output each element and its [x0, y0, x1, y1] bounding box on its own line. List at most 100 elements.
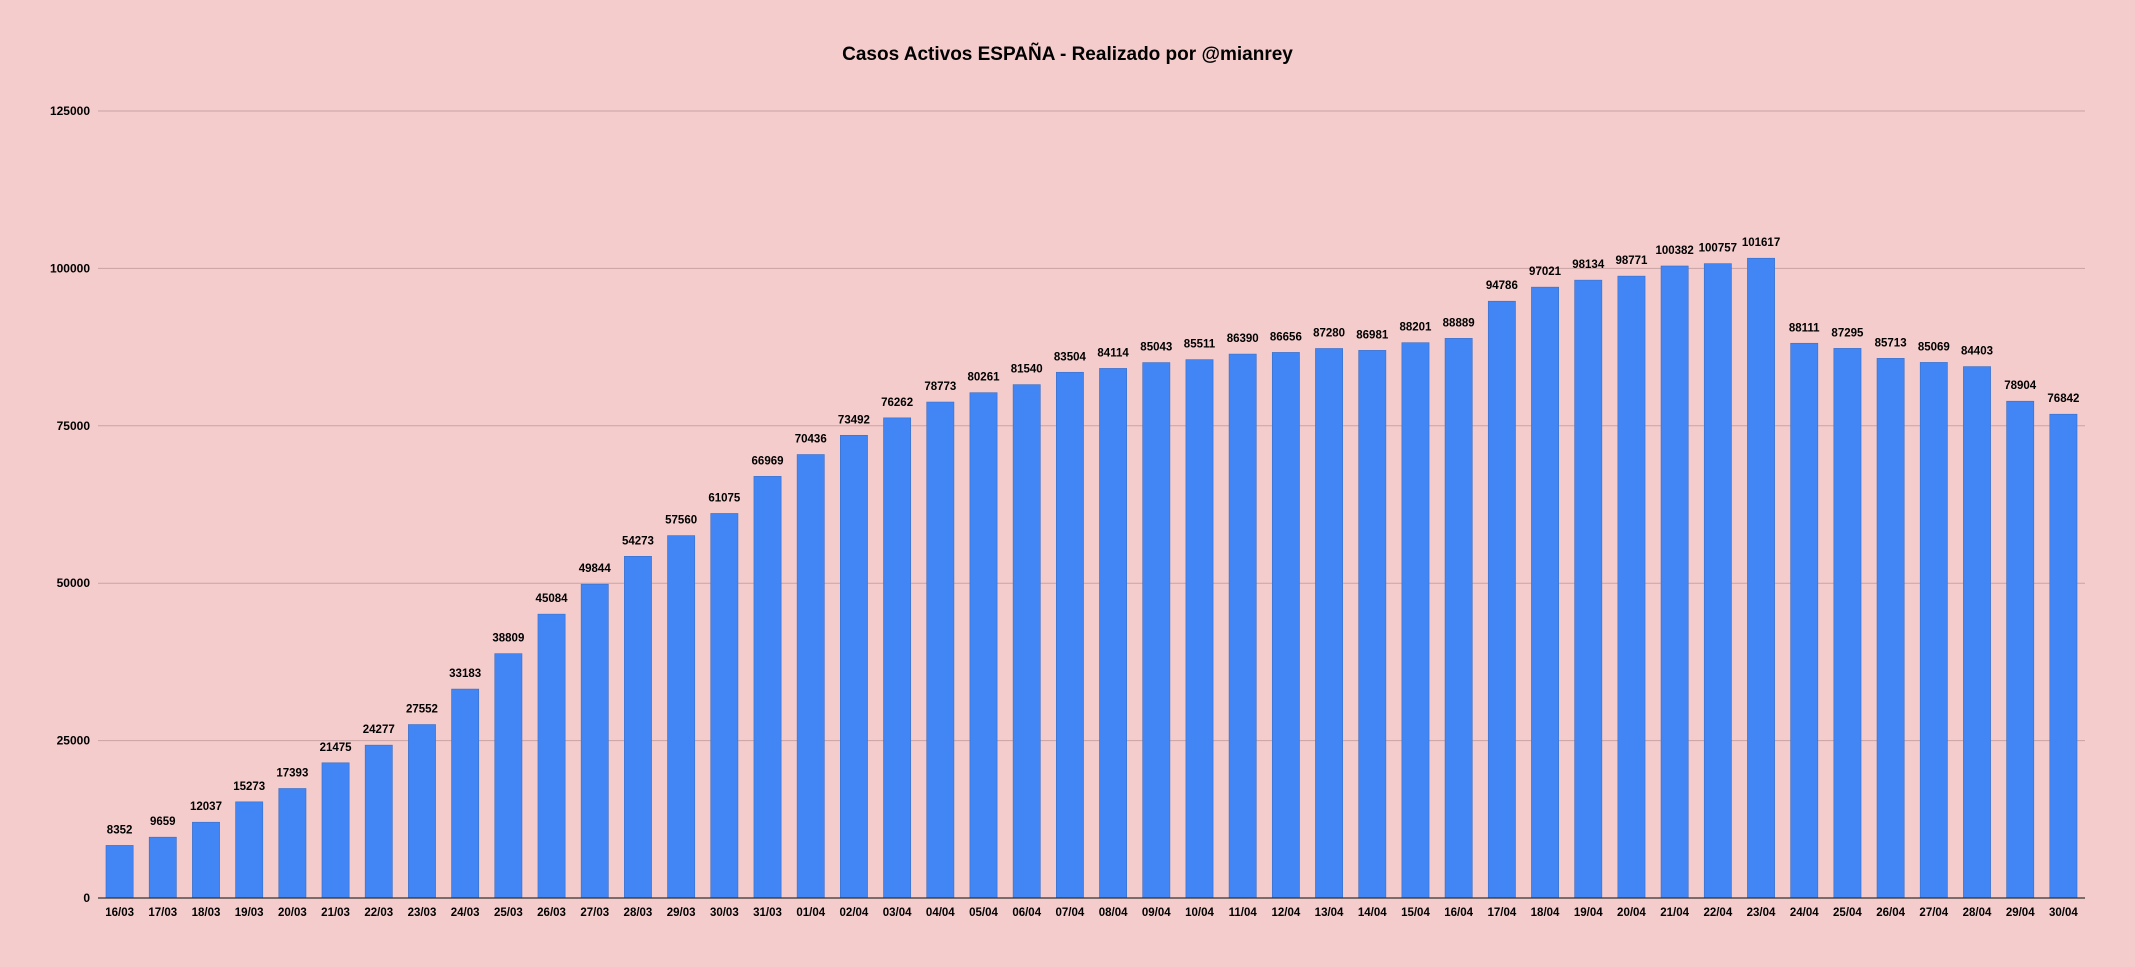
x-tick-label: 28/04: [1963, 907, 1992, 919]
x-tick-label: 21/03: [321, 907, 350, 919]
x-tick-label: 07/04: [1056, 907, 1085, 919]
bar: [537, 613, 566, 899]
bar: [1876, 358, 1905, 899]
data-label: 49844: [579, 563, 612, 575]
data-label: 76262: [881, 397, 913, 409]
bar: [105, 845, 134, 899]
data-label: 66969: [752, 455, 784, 467]
bar: [278, 788, 307, 899]
data-label: 15273: [233, 781, 265, 793]
data-label: 17393: [276, 767, 308, 779]
x-tick-label: 25/03: [494, 907, 523, 919]
x-tick-label: 22/04: [1703, 907, 1732, 919]
data-label: 88111: [1789, 322, 1820, 334]
bar: [1228, 353, 1257, 899]
x-tick-label: 02/04: [840, 907, 869, 919]
data-label: 70436: [795, 434, 827, 446]
bar: [408, 724, 436, 899]
data-label: 84403: [1961, 346, 1993, 358]
bar: [364, 744, 393, 899]
data-label: 85069: [1918, 341, 1950, 353]
bar: [148, 836, 177, 899]
data-label: 86390: [1227, 333, 1259, 345]
bar: [451, 688, 480, 899]
x-tick-label: 12/04: [1271, 907, 1300, 919]
bar: [1185, 359, 1214, 899]
bar: [1531, 286, 1559, 899]
bar: [753, 476, 782, 899]
data-label: 88201: [1399, 322, 1432, 334]
bar: [1055, 371, 1084, 899]
x-tick-label: 11/04: [1229, 907, 1258, 919]
gridlines: [98, 110, 2085, 742]
bar: [1142, 362, 1171, 899]
y-tick-label: 0: [83, 891, 90, 905]
bar: [1790, 342, 1819, 899]
chart-title: Casos Activos ESPAÑA - Realizado por @mi…: [842, 44, 1293, 65]
x-tick-label: 30/04: [2049, 907, 2078, 919]
data-label: 78904: [2004, 380, 2037, 392]
y-tick-label: 50000: [57, 576, 91, 590]
bar: [1315, 348, 1343, 899]
bar: [1617, 275, 1646, 899]
data-label: 57560: [665, 515, 697, 527]
data-label: 45084: [536, 593, 569, 605]
x-tick-label: 26/04: [1876, 907, 1905, 919]
data-label: 97021: [1529, 266, 1562, 278]
x-tick-label: 19/04: [1574, 907, 1603, 919]
data-label: 8352: [107, 824, 133, 836]
x-tick-label: 23/03: [408, 907, 437, 919]
x-tick-label: 27/03: [580, 907, 609, 919]
bar: [580, 583, 609, 899]
x-tick-label: 21/04: [1660, 907, 1689, 919]
data-label: 100382: [1655, 245, 1693, 257]
x-tick-label: 24/03: [451, 907, 480, 919]
y-axis-ticks: 0 25000 50000 75000 100000 125000: [50, 104, 90, 905]
x-tick-label: 16/04: [1444, 907, 1473, 919]
x-tick-label: 17/04: [1487, 907, 1516, 919]
data-label: 84114: [1097, 347, 1129, 359]
y-tick-label: 75000: [57, 419, 91, 433]
data-label: 81540: [1011, 364, 1043, 376]
x-tick-label: 22/03: [364, 907, 393, 919]
data-label: 83504: [1054, 351, 1087, 363]
y-tick-label: 125000: [50, 104, 90, 118]
y-tick-label: 25000: [57, 734, 91, 748]
bar: [1574, 279, 1603, 899]
x-tick-label: 18/04: [1531, 907, 1560, 919]
data-label: 94786: [1486, 280, 1518, 292]
x-tick-label: 03/04: [883, 907, 912, 919]
x-tick-label: 06/04: [1012, 907, 1041, 919]
x-axis-ticks: 16/03 17/03 18/03 19/03 20/03 21/03 22/03 23/03…: [105, 907, 2078, 919]
bar: [883, 417, 912, 899]
data-label: 73492: [838, 414, 870, 426]
data-label: 87295: [1831, 327, 1864, 339]
data-label: 85043: [1140, 342, 1172, 354]
data-label: 86656: [1270, 331, 1302, 343]
x-tick-label: 05/04: [969, 907, 998, 919]
bar: [2049, 413, 2078, 899]
bar: [796, 454, 825, 899]
data-label: 88889: [1443, 317, 1475, 329]
x-tick-label: 28/03: [624, 907, 653, 919]
bar: [710, 513, 739, 899]
bar: [1012, 384, 1041, 899]
bar: [1487, 300, 1516, 899]
bar: [1660, 265, 1689, 899]
x-tick-label: 29/03: [667, 907, 696, 919]
bar: [1833, 348, 1862, 899]
x-tick-label: 15/04: [1401, 907, 1430, 919]
data-label: 9659: [150, 816, 176, 828]
data-label: 12037: [190, 801, 222, 813]
data-label: 78773: [924, 381, 956, 393]
data-label: 27552: [406, 704, 438, 716]
data-label: 21475: [320, 742, 353, 754]
data-label: 101617: [1742, 237, 1780, 249]
x-tick-label: 04/04: [926, 907, 955, 919]
x-tick-label: 19/03: [235, 907, 264, 919]
data-label: 80261: [968, 372, 1001, 384]
x-tick-label: 16/03: [105, 907, 134, 919]
bar: [1444, 338, 1473, 899]
